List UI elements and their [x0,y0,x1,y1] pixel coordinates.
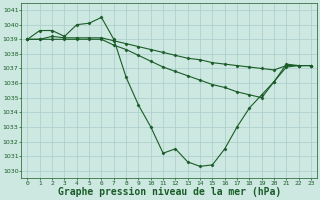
X-axis label: Graphe pression niveau de la mer (hPa): Graphe pression niveau de la mer (hPa) [58,187,281,197]
